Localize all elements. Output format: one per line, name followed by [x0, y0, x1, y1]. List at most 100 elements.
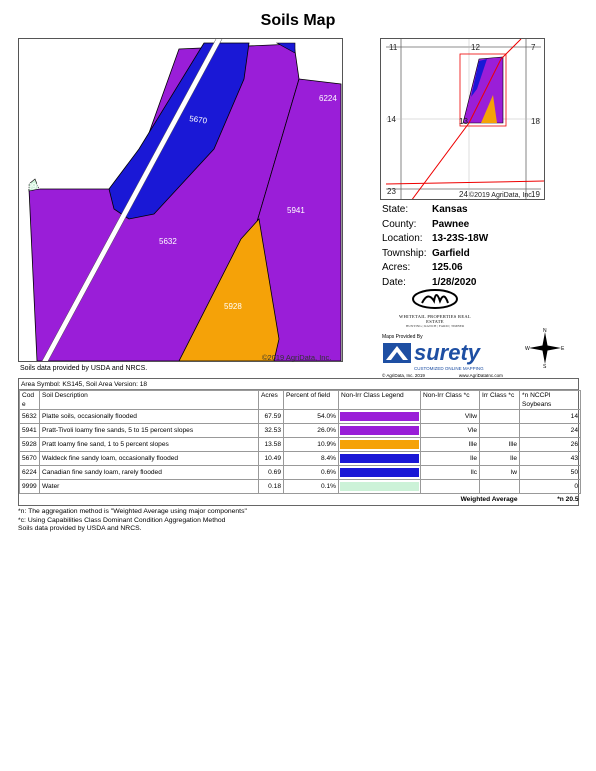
locator-copyright: ©2019 AgriData, Inc.	[469, 191, 534, 199]
table-row: 5928Pratt loamy fine sand, 1 to 5 percen…	[20, 438, 581, 452]
cell-legend-swatch	[339, 466, 421, 480]
surety-wordmark: surety	[414, 340, 480, 366]
locator-section-11: 11	[389, 43, 398, 52]
table-row: 6224Canadian fine sandy loam, rarely flo…	[20, 466, 581, 480]
info-label: County:	[382, 218, 432, 233]
legend-swatch	[340, 440, 419, 449]
table-header-row: Cod e Soil Description Acres Percent of …	[20, 391, 581, 410]
cell-description: Water	[40, 480, 259, 494]
info-row-state: State:Kansas	[382, 203, 488, 218]
soils-map[interactable]: 5670 6224 9999 5632 5941 5928	[18, 38, 343, 362]
col-header-acres: Acres	[259, 391, 284, 410]
compass-w: W	[525, 346, 530, 352]
col-header-percent: Percent of field	[284, 391, 339, 410]
compass-rose-icon: N S W E	[525, 328, 565, 373]
cell-nonirr-class	[421, 480, 480, 494]
cell-irr-class	[480, 424, 520, 438]
info-row-county: County:Pawnee	[382, 218, 488, 233]
map-label-5928: 5928	[224, 302, 242, 311]
legend-swatch	[340, 482, 419, 491]
cell-nccpi: 43	[520, 452, 581, 466]
table-row: 9999Water0.180.1% 0	[20, 480, 581, 494]
whitetail-tagline: HUNTING | RANCH | FARM | TIMBER	[395, 324, 475, 328]
weighted-average-label: Weighted Average	[421, 494, 520, 506]
cell-acres: 32.53	[259, 424, 284, 438]
property-info: State:Kansas County:Pawnee Location:13-2…	[382, 203, 488, 290]
locator-section-7: 7	[531, 43, 536, 52]
cell-legend-swatch	[339, 480, 421, 494]
cell-percent: 10.9%	[284, 438, 339, 452]
cell-code: 5941	[20, 424, 40, 438]
antler-icon	[410, 287, 460, 309]
info-value: 13-23S-18W	[432, 233, 488, 244]
cell-irr-class: Ile	[480, 452, 520, 466]
cell-nccpi: 14	[520, 410, 581, 424]
info-value: Pawnee	[432, 219, 469, 230]
soils-table: Area Symbol: KS145, Soil Area Version: 1…	[18, 378, 579, 506]
cell-legend-swatch	[339, 438, 421, 452]
map-source-note: Soils data provided by USDA and NRCS.	[20, 365, 147, 372]
table-row: 5632Platte soils, occasionally flooded67…	[20, 410, 581, 424]
info-label: Acres:	[382, 261, 432, 276]
cell-code: 5632	[20, 410, 40, 424]
cell-nccpi: 26	[520, 438, 581, 452]
cell-nonirr-class: llc	[421, 466, 480, 480]
cell-description: Pratt loamy fine sand, 1 to 5 percent sl…	[40, 438, 259, 452]
legend-swatch	[340, 426, 419, 435]
cell-code: 5928	[20, 438, 40, 452]
cell-acres: 0.69	[259, 466, 284, 480]
surety-globe-icon	[382, 342, 412, 364]
info-value: Garfield	[432, 248, 470, 259]
cell-legend-swatch	[339, 410, 421, 424]
cell-description: Pratt-Tivoli loamy fine sands, 5 to 15 p…	[40, 424, 259, 438]
cell-nonirr-class: Vle	[421, 424, 480, 438]
whitetail-name: WHITETAIL PROPERTIES REAL ESTATE	[395, 314, 475, 324]
cell-acres: 13.58	[259, 438, 284, 452]
cell-irr-class: lw	[480, 466, 520, 480]
info-row-township: Township:Garfield	[382, 247, 488, 262]
cell-code: 9999	[20, 480, 40, 494]
footnote-source: Soils data provided by USDA and NRCS.	[18, 525, 247, 534]
locator-section-12: 12	[471, 43, 480, 52]
info-value: Kansas	[432, 204, 468, 215]
cell-acres: 10.49	[259, 452, 284, 466]
locator-section-24: 24	[459, 190, 468, 199]
weighted-average-value: *n 20.5	[520, 494, 581, 506]
footnote-c: *c: Using Capabilities Class Dominant Co…	[18, 517, 247, 526]
map-label-5941: 5941	[287, 206, 305, 215]
cell-nonirr-class: Ile	[421, 452, 480, 466]
info-row-location: Location:13-23S-18W	[382, 232, 488, 247]
locator-section-13: 13	[459, 117, 468, 126]
page-title: Soils Map	[0, 12, 596, 30]
surety-tagline: CUSTOMIZED ONLINE MAPPING	[414, 366, 503, 371]
locator-section-18: 18	[531, 117, 540, 126]
col-header-legend: Non-Irr Class Legend	[339, 391, 421, 410]
map-label-6224: 6224	[319, 94, 337, 103]
cell-description: Platte soils, occasionally flooded	[40, 410, 259, 424]
footnote-n: *n: The aggregation method is "Weighted …	[18, 508, 247, 517]
col-header-irr-class: Irr Class *c	[480, 391, 520, 410]
locator-map[interactable]: 11 12 7 14 13 18 23 24 19 ©2019 AgriData…	[380, 38, 545, 200]
info-label: State:	[382, 203, 432, 218]
cell-percent: 0.6%	[284, 466, 339, 480]
info-value: 1/28/2020	[432, 277, 477, 288]
cell-description: Waldeck fine sandy loam, occasionally fl…	[40, 452, 259, 466]
col-header-nccpi: *n NCCPI Soybeans	[520, 391, 581, 410]
cell-code: 5670	[20, 452, 40, 466]
compass-n: N	[543, 328, 547, 334]
col-header-nonirr-class: Non-Irr Class *c	[421, 391, 480, 410]
cell-nccpi: 24	[520, 424, 581, 438]
locator-section-14: 14	[387, 115, 396, 124]
cell-legend-swatch	[339, 452, 421, 466]
cell-percent: 0.1%	[284, 480, 339, 494]
locator-section-23: 23	[387, 187, 396, 196]
legend-swatch	[340, 454, 419, 463]
footnotes: *n: The aggregation method is "Weighted …	[18, 508, 247, 534]
info-row-acres: Acres:125.06	[382, 261, 488, 276]
cell-nccpi: 0	[520, 480, 581, 494]
cell-acres: 0.18	[259, 480, 284, 494]
table-row: 5941Pratt-Tivoli loamy fine sands, 5 to …	[20, 424, 581, 438]
compass-s: S	[543, 364, 547, 368]
map-label-5632: 5632	[159, 237, 177, 246]
cell-nonirr-class: Ille	[421, 438, 480, 452]
